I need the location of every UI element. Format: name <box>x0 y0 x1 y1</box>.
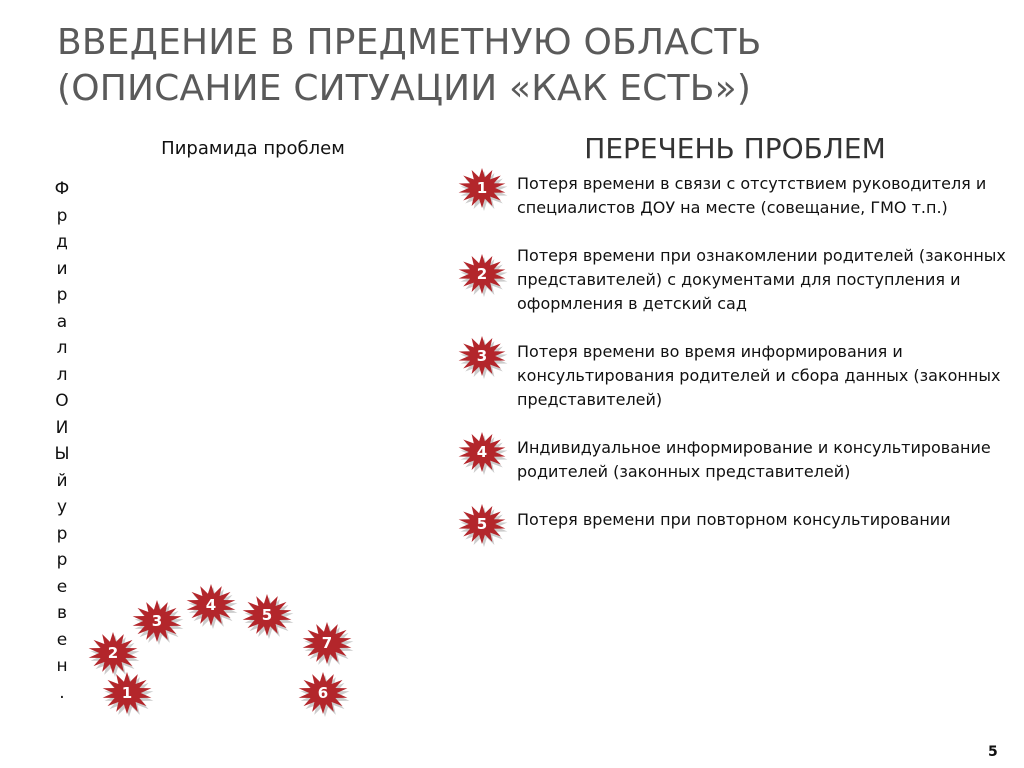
starburst-icon: 4 <box>184 582 238 629</box>
star-number: 5 <box>261 606 273 624</box>
vertical-letter: Ы <box>54 444 70 464</box>
star-number: 3 <box>151 612 163 630</box>
vertical-letter: О <box>55 391 69 411</box>
problem-item: Потеря времени во время информирования и… <box>517 342 1001 409</box>
vertical-letter: е <box>56 629 68 650</box>
starburst-icon: 5 <box>456 502 508 547</box>
vertical-letter: и <box>56 258 68 279</box>
star-number: 5 <box>476 515 488 533</box>
vertical-letter: й <box>56 470 68 491</box>
starburst-icon: 2 <box>86 630 140 677</box>
vertical-letter: И <box>55 417 69 438</box>
star-number: 6 <box>317 684 329 702</box>
vertical-letter: н <box>56 656 68 676</box>
vertical-letter: л <box>56 338 68 358</box>
starburst-icon: 1 <box>456 166 508 211</box>
starburst-icon: 6 <box>296 670 350 717</box>
vertical-letter: . <box>59 682 65 703</box>
vertical-letter: р <box>56 523 68 544</box>
slide-title: ВВЕДЕНИЕ В ПРЕДМЕТНУЮ ОБЛАСТЬ (ОПИСАНИЕ … <box>57 20 761 112</box>
star-number: 7 <box>321 634 333 652</box>
vertical-letter: у <box>56 497 68 517</box>
star-number: 4 <box>205 596 217 614</box>
vertical-letter: р <box>56 205 68 226</box>
problem-item: Потеря времени при ознакомлении родителе… <box>517 246 1006 313</box>
problem-item: Индивидуальное информирование и консульт… <box>517 438 991 481</box>
star-number: 2 <box>476 265 488 283</box>
star-number: 1 <box>121 684 133 702</box>
starburst-icon: 7 <box>300 620 354 667</box>
star-number: 2 <box>107 644 119 662</box>
star-number: 4 <box>476 443 488 461</box>
vertical-letter: е <box>56 576 68 597</box>
starburst-icon: 3 <box>456 334 508 379</box>
title-line-1: ВВЕДЕНИЕ В ПРЕДМЕТНУЮ ОБЛАСТЬ <box>57 22 762 63</box>
vertical-letter: р <box>56 285 68 305</box>
starburst-icon: 1 <box>100 670 154 717</box>
vertical-letter: л <box>56 364 68 385</box>
star-number: 1 <box>476 179 488 197</box>
vertical-letter: Ф <box>54 179 70 199</box>
pyramid-title: Пирамида проблем <box>161 138 345 159</box>
starburst-icon: 4 <box>456 430 508 475</box>
starburst-icon: 3 <box>130 598 184 645</box>
problem-item: Потеря времени при повторном консультиро… <box>517 510 951 529</box>
problems-title: ПЕРЕЧЕНЬ ПРОБЛЕМ <box>584 132 886 165</box>
starburst-icon: 2 <box>456 252 508 297</box>
vertical-letter: в <box>56 603 68 623</box>
star-number: 3 <box>476 347 488 365</box>
vertical-letter: р <box>56 550 68 570</box>
vertical-letter: а <box>56 311 68 332</box>
starburst-icon: 5 <box>240 592 294 639</box>
title-line-2: (ОПИСАНИЕ СИТУАЦИИ «КАК ЕСТЬ») <box>57 68 752 109</box>
vertical-letter: д <box>56 232 68 252</box>
problem-item: Потеря времени в связи с отсутствием рук… <box>517 174 987 217</box>
page-number: 5 <box>988 744 998 760</box>
